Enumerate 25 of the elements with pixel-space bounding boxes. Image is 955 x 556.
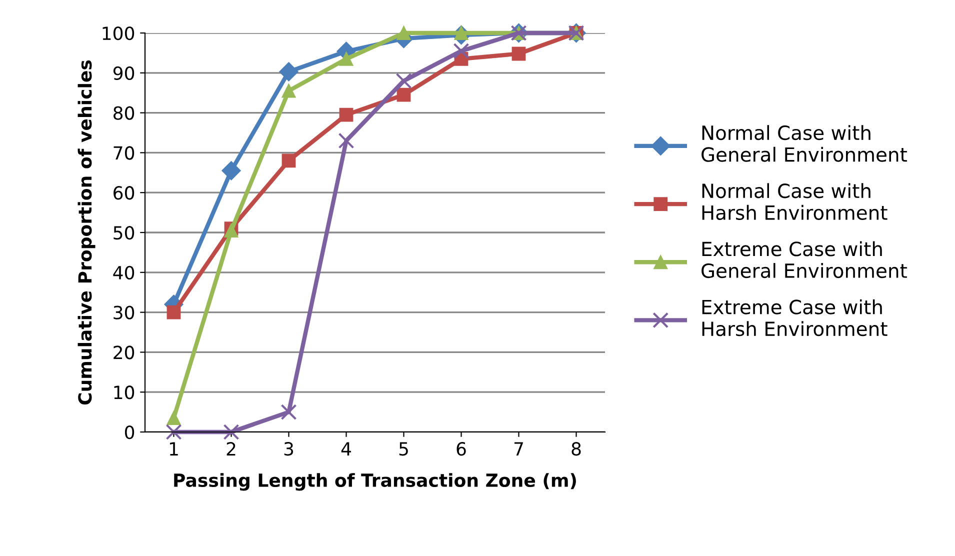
x-tick-label: 8 (572, 442, 581, 456)
x-tick-label: 4 (341, 442, 351, 456)
y-tick-label: 60 (114, 186, 134, 200)
x-tick-label: 3 (284, 442, 294, 456)
y-tick-label: 90 (113, 66, 134, 80)
x-tick-label: 5 (399, 442, 408, 456)
y-tick-label: 50 (114, 226, 134, 240)
y-tick-label: 20 (114, 346, 134, 360)
y-tick-label: 0 (124, 425, 134, 440)
x-axis-title: Passing Length of Transaction Zone (m) (174, 473, 576, 491)
y-tick-label: 10 (114, 386, 134, 400)
y-tick-label: 100 (102, 26, 134, 40)
x-tick-label: 6 (456, 442, 466, 456)
x-tick-label: 7 (514, 442, 523, 456)
legend-label: Normal Case with Harsh Environment (702, 183, 888, 220)
x-tick-label: 2 (226, 442, 236, 456)
y-tick-label: 40 (113, 266, 134, 280)
legend-label: Extreme Case with Harsh Environment (702, 299, 888, 336)
legend-label: Normal Case with General Environment (702, 125, 907, 162)
x-tick-label: 1 (170, 442, 178, 456)
legend-label: Extreme Case with General Environment (702, 241, 907, 278)
y-tick-label: 30 (114, 306, 134, 320)
y-tick-label: 70 (114, 146, 134, 160)
y-tick-label: 80 (114, 106, 134, 120)
y-axis-title: Cumulative Proportion of vehicles (78, 60, 96, 405)
